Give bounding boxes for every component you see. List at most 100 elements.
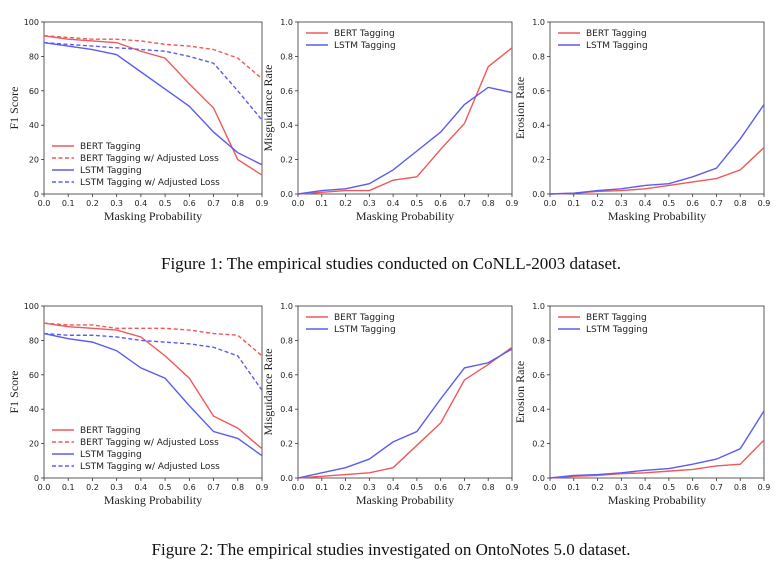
y-tick-label: 60 bbox=[29, 371, 39, 380]
legend-label: BERT Tagging w/ Adjusted Loss bbox=[80, 154, 219, 164]
y-tick-label: 0.2 bbox=[280, 440, 293, 449]
x-tick-label: 0.6 bbox=[434, 199, 447, 208]
series-line bbox=[43, 322, 263, 450]
x-tick-label: 0.6 bbox=[686, 199, 699, 208]
y-tick-label: 0.8 bbox=[532, 336, 545, 345]
y-tick-label: 0.4 bbox=[280, 405, 293, 414]
y-tick-label: 100 bbox=[24, 18, 39, 27]
legend-label: LSTM Tagging bbox=[80, 166, 142, 176]
plot-frame bbox=[297, 305, 513, 479]
x-tick-label: 0.5 bbox=[663, 199, 676, 208]
y-tick-label: 0.8 bbox=[532, 52, 545, 61]
y-tick-label: 0.2 bbox=[532, 440, 545, 449]
x-tick-label: 0.4 bbox=[639, 199, 652, 208]
y-tick-label: 0.0 bbox=[280, 474, 293, 483]
y-axis-label: Erosion Rate bbox=[513, 361, 527, 423]
x-tick-label: 0.4 bbox=[135, 483, 148, 492]
figure-1-caption: Figure 1: The empirical studies conducte… bbox=[161, 254, 621, 273]
x-tick-label: 0.7 bbox=[458, 483, 471, 492]
series-line bbox=[297, 47, 513, 195]
series-line bbox=[43, 41, 263, 121]
y-tick-label: 0.6 bbox=[532, 371, 545, 380]
series-line bbox=[43, 332, 263, 391]
x-tick-label: 0.5 bbox=[159, 483, 172, 492]
x-tick-label: 0.3 bbox=[363, 483, 376, 492]
erosion-rate-chart-ontonotes: 0.0 0.1 0.2 0.3 0.4 0.5 0.6 0.7 0.8 0.9 0.0 0.2 0.4 0… bbox=[513, 302, 770, 507]
y-tick-label: 40 bbox=[29, 405, 39, 414]
y-tick-label: 0 bbox=[34, 190, 39, 199]
y-tick-label: 0.4 bbox=[280, 121, 293, 130]
legend-label: BERT Tagging bbox=[334, 29, 395, 39]
x-tick-label: 0.4 bbox=[135, 199, 148, 208]
x-tick-label: 0.0 bbox=[544, 199, 557, 208]
legend-label: LSTM Tagging bbox=[586, 325, 648, 335]
y-tick-label: 0.0 bbox=[280, 190, 293, 199]
x-tick-label: 0.9 bbox=[506, 199, 519, 208]
x-tick-label: 0.3 bbox=[615, 199, 628, 208]
x-tick-label: 0.1 bbox=[315, 199, 328, 208]
y-tick-label: 1.0 bbox=[532, 302, 545, 311]
x-tick-label: 0.1 bbox=[315, 483, 328, 492]
x-tick-label: 0.0 bbox=[544, 483, 557, 492]
y-tick-label: 0.8 bbox=[280, 336, 293, 345]
series-line bbox=[549, 147, 765, 195]
legend-label: BERT Tagging bbox=[334, 313, 395, 323]
x-tick-label: 0.6 bbox=[686, 483, 699, 492]
x-tick-label: 0.6 bbox=[434, 483, 447, 492]
legend-label: LSTM Tagging w/ Adjusted Loss bbox=[80, 178, 220, 188]
x-axis-label: Masking Probability bbox=[356, 493, 454, 507]
y-tick-label: 60 bbox=[29, 87, 39, 96]
series-line bbox=[549, 439, 765, 479]
x-tick-label: 0.2 bbox=[86, 483, 99, 492]
x-tick-label: 0.7 bbox=[458, 199, 471, 208]
x-tick-label: 0.0 bbox=[38, 199, 51, 208]
legend-label: LSTM Tagging w/ Adjusted Loss bbox=[80, 462, 220, 472]
plot-frame bbox=[549, 305, 765, 479]
x-tick-label: 0.0 bbox=[38, 483, 51, 492]
f1-score-chart-conll: 0.0 0.1 0.2 0.3 0.4 0.5 0.6 0.7 0.8 0.9 0 20 40 60 80 1… bbox=[7, 18, 269, 223]
y-tick-label: 0.4 bbox=[532, 405, 545, 414]
series-line bbox=[549, 104, 765, 195]
y-tick-label: 0.8 bbox=[280, 52, 293, 61]
x-tick-label: 0.8 bbox=[231, 199, 244, 208]
series-line bbox=[43, 322, 263, 357]
x-axis-label: Masking Probability bbox=[608, 493, 706, 507]
x-tick-label: 0.5 bbox=[663, 483, 676, 492]
series-line bbox=[43, 35, 263, 80]
y-tick-label: 0.2 bbox=[280, 156, 293, 165]
y-tick-label: 0.0 bbox=[532, 474, 545, 483]
series-line bbox=[43, 41, 263, 166]
x-tick-label: 0.9 bbox=[506, 483, 519, 492]
plot-frame bbox=[43, 305, 263, 479]
y-axis-label: F1 Score bbox=[7, 87, 21, 130]
f1-score-chart-ontonotes: 0.0 0.1 0.2 0.3 0.4 0.5 0.6 0.7 0.8 0.9 0 20 40 60 80 1… bbox=[7, 302, 269, 507]
y-tick-label: 80 bbox=[29, 52, 39, 61]
x-tick-label: 0.9 bbox=[256, 199, 269, 208]
x-tick-label: 0.6 bbox=[183, 483, 196, 492]
legend-label: LSTM Tagging bbox=[334, 41, 396, 51]
series-line bbox=[297, 348, 513, 479]
series-line bbox=[43, 332, 263, 457]
legend-label: BERT Tagging bbox=[80, 142, 141, 152]
misguidance-rate-chart-ontonotes: 0.0 0.1 0.2 0.3 0.4 0.5 0.6 0.7 0.8 0.9 0.0 0.2 0.4 0… bbox=[261, 302, 519, 507]
x-tick-label: 0.7 bbox=[710, 199, 723, 208]
y-tick-label: 0.4 bbox=[532, 121, 545, 130]
figure-2-caption: Figure 2: The empirical studies investig… bbox=[151, 540, 631, 559]
legend-label: BERT Tagging bbox=[586, 313, 647, 323]
series-line bbox=[297, 86, 513, 195]
y-tick-label: 1.0 bbox=[532, 18, 545, 27]
legend-label: LSTM Tagging bbox=[80, 450, 142, 460]
legend-label: LSTM Tagging bbox=[586, 41, 648, 51]
x-tick-label: 0.2 bbox=[591, 199, 604, 208]
y-axis-label: Misguidance Rate bbox=[261, 349, 275, 436]
x-tick-label: 0.6 bbox=[183, 199, 196, 208]
x-tick-label: 0.2 bbox=[339, 199, 352, 208]
legend-label: LSTM Tagging bbox=[334, 325, 396, 335]
plot-frame bbox=[549, 21, 765, 195]
x-tick-label: 0.1 bbox=[62, 199, 75, 208]
x-tick-label: 0.4 bbox=[639, 483, 652, 492]
x-tick-label: 0.9 bbox=[256, 483, 269, 492]
series-line bbox=[43, 35, 263, 176]
plot-frame bbox=[297, 21, 513, 195]
x-tick-label: 0.8 bbox=[734, 199, 747, 208]
